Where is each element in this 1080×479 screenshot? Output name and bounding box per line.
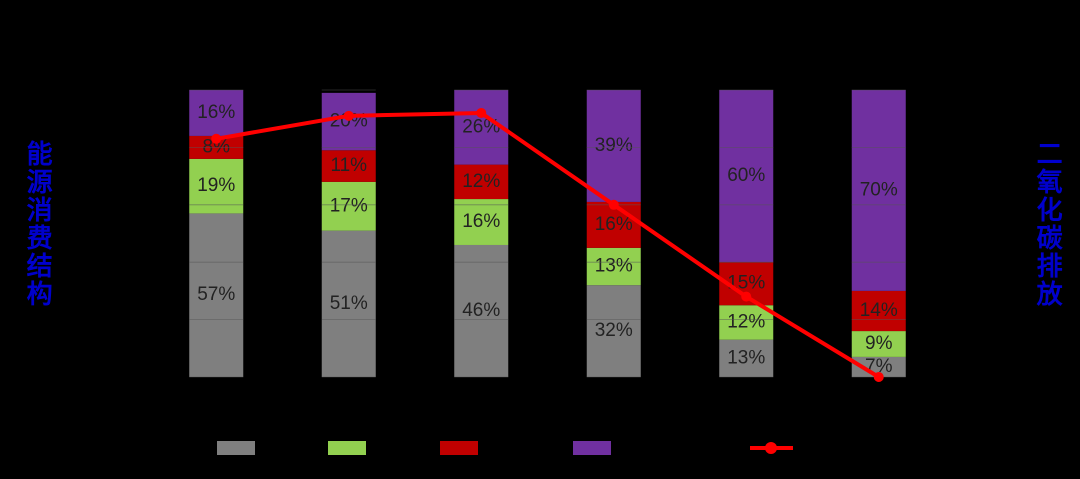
data-label: 26%: [462, 116, 500, 137]
data-label: 16%: [462, 211, 500, 232]
bar-segment: [719, 90, 774, 263]
legend-swatch: [328, 441, 366, 455]
bar-segment: [454, 164, 509, 200]
bar-segment: [851, 331, 906, 357]
data-label: 13%: [727, 347, 765, 368]
bar-segment: [586, 247, 641, 286]
bar-segment: [189, 158, 244, 214]
data-label: 15%: [727, 273, 765, 294]
bar-segment: [321, 181, 376, 231]
data-label: 12%: [727, 311, 765, 332]
line-marker: [741, 291, 752, 302]
bar-segment: [321, 230, 376, 377]
line-marker: [343, 110, 354, 121]
data-label: 11%: [330, 155, 367, 176]
data-label: 9%: [865, 333, 893, 354]
data-label: 8%: [203, 136, 231, 157]
bar-segment: [851, 90, 906, 291]
bar-segment: [719, 339, 774, 377]
bar-segment: [719, 305, 774, 340]
data-label: 39%: [595, 135, 633, 156]
bar-segment: [321, 150, 376, 182]
data-label: 57%: [197, 284, 235, 305]
data-label: 14%: [860, 300, 898, 321]
data-label: 32%: [595, 320, 633, 341]
data-label: 13%: [595, 256, 633, 277]
bar-segment: [586, 285, 641, 377]
data-label: 51%: [330, 293, 368, 314]
data-label: 19%: [197, 175, 235, 196]
legend-swatch: [440, 441, 478, 455]
legend-swatch: [573, 441, 611, 455]
data-label: 16%: [197, 102, 235, 123]
y-axis-title: 能源消费结构: [23, 139, 53, 308]
legend-swatch: [217, 441, 255, 455]
y2-axis-title: 二氧化碳排放: [1033, 140, 1063, 308]
line-marker: [608, 199, 619, 210]
line-marker: [211, 133, 222, 144]
line-marker: [873, 372, 884, 382]
data-label: 17%: [330, 195, 368, 216]
line-series: [215, 110, 880, 379]
bar-segment: [189, 90, 244, 136]
data-label: 60%: [727, 165, 765, 186]
bar-segment: [321, 92, 376, 151]
data-label: 70%: [860, 179, 898, 200]
data-label: 46%: [462, 300, 500, 321]
bar-segment: [454, 244, 509, 377]
data-label: 12%: [462, 171, 500, 192]
bar-segment: [586, 90, 641, 202]
bar-segment: [454, 199, 509, 245]
bar-segment: [851, 356, 906, 377]
legend-marker: [765, 442, 777, 454]
bar-segment: [851, 290, 906, 332]
data-label: 16%: [595, 214, 633, 235]
line-marker: [476, 107, 487, 118]
bar-segment: [189, 213, 244, 377]
